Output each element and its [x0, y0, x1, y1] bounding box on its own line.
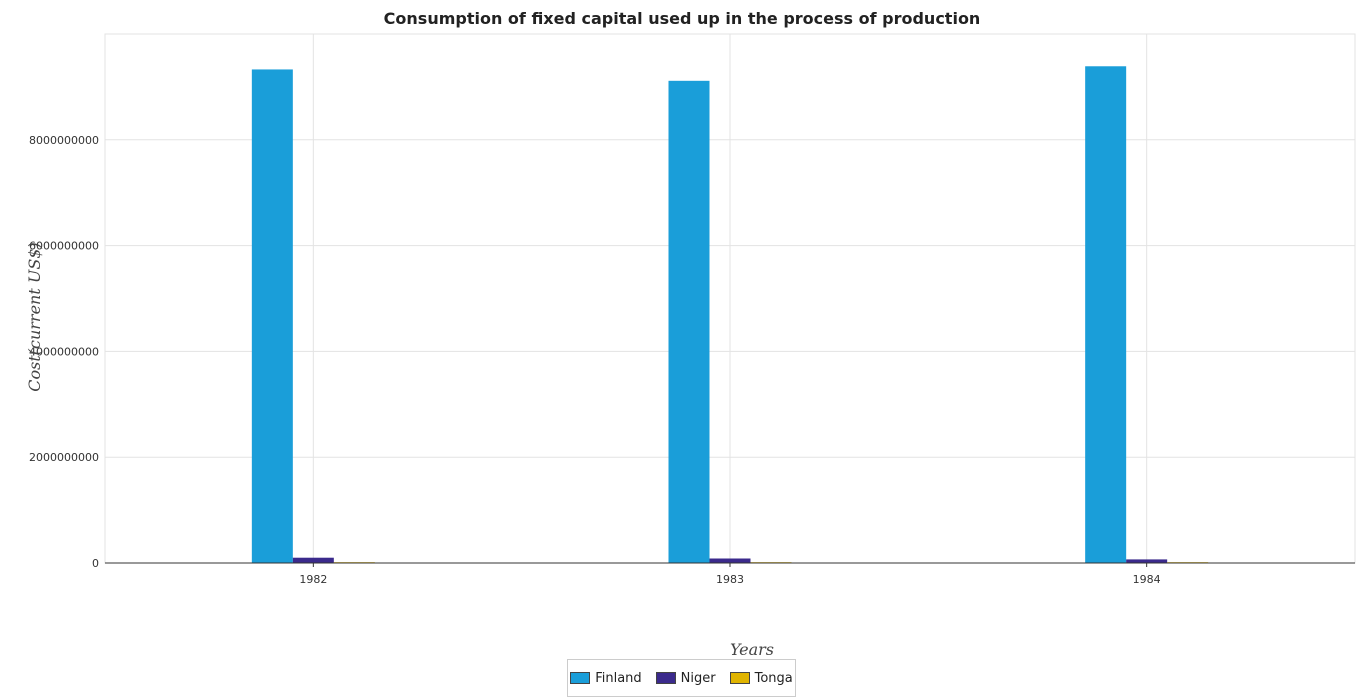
legend-swatch-finland	[570, 672, 591, 684]
y-axis-label: Cost(current US$)	[25, 242, 44, 391]
y-tick-label: 8000000000	[29, 134, 99, 147]
y-tick-label: 4000000000	[29, 345, 99, 358]
bar-finland-1984	[1085, 66, 1127, 564]
bar-niger-1984	[1126, 559, 1168, 563]
bar-finland-1983	[668, 80, 710, 563]
bar-niger-1982	[292, 557, 334, 563]
legend-label-niger: Niger	[680, 670, 716, 686]
legend-item-niger: Niger	[655, 670, 716, 686]
legend-label-tonga: Tonga	[754, 670, 793, 686]
bar-niger-1983	[709, 558, 751, 563]
bars	[251, 66, 1209, 564]
legend: Finland Niger Tonga	[567, 659, 796, 697]
x-axis-label: Years	[730, 640, 774, 659]
axes: 0 2000000000 4000000000 6000000000 800000000…	[29, 134, 1355, 586]
legend-label-finland: Finland	[595, 670, 642, 686]
x-tick-label: 1983	[716, 573, 744, 586]
grid	[104, 33, 1356, 564]
x-tick-label: 1982	[299, 573, 327, 586]
legend-swatch-tonga	[729, 672, 750, 684]
legend-item-finland: Finland	[570, 670, 642, 686]
legend-swatch-niger	[655, 672, 676, 684]
bar-finland-1982	[251, 69, 293, 564]
y-tick-label: 6000000000	[29, 240, 99, 253]
y-tick-label: 2000000000	[29, 451, 99, 464]
legend-item-tonga: Tonga	[729, 670, 793, 686]
x-tick-label: 1984	[1133, 573, 1161, 586]
y-tick-label: 0	[92, 557, 99, 570]
chart-title: Consumption of fixed capital used up in …	[384, 9, 981, 28]
